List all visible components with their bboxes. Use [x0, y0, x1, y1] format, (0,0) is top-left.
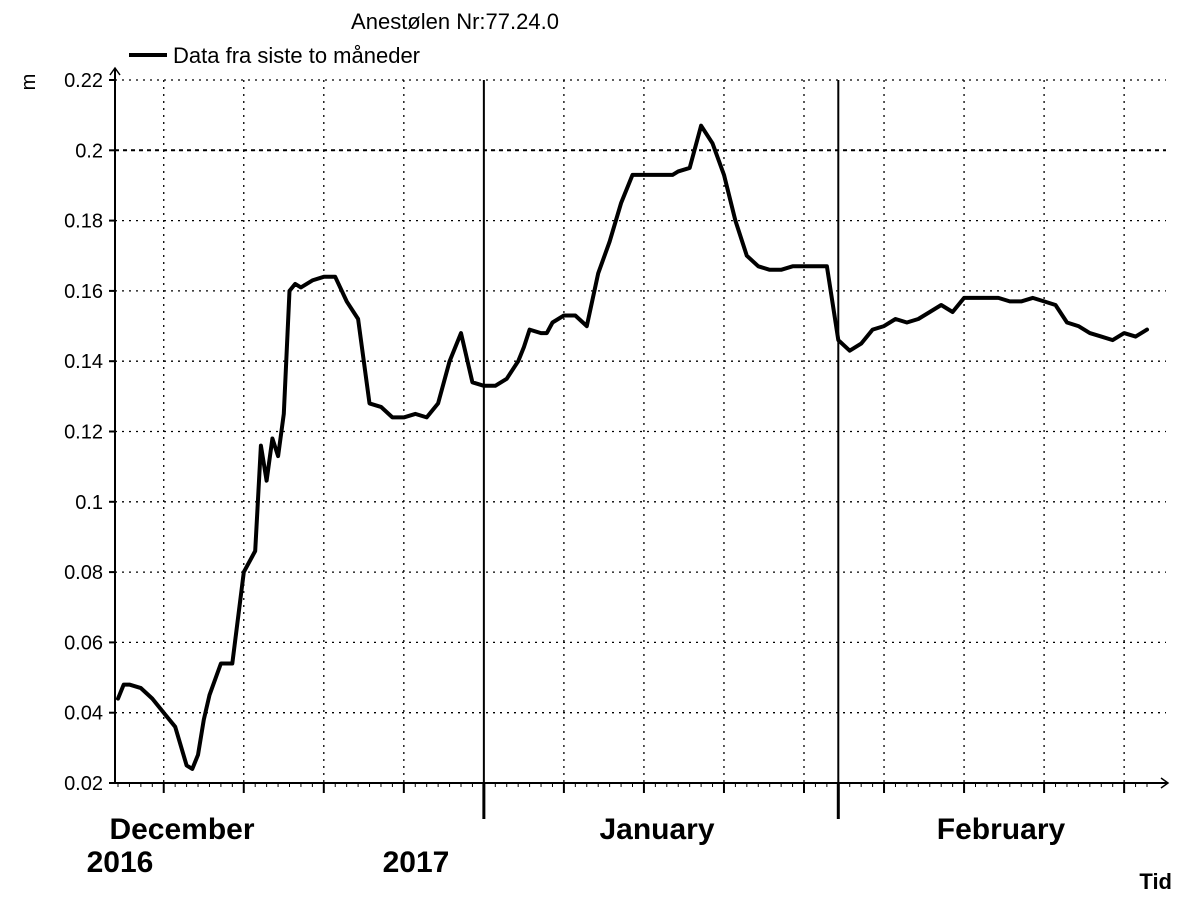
x-axis-arrow: [1160, 777, 1170, 789]
y-ticks: 0.02 0.04 0.06 0.08 0.1 0.12 0.14 0.16 0.18 0.2 0.…: [64, 70, 115, 795]
x-month-label: December: [109, 813, 254, 846]
y-tick-label: 0.06: [64, 632, 103, 654]
y-tick-label: 0.18: [64, 211, 103, 233]
series-layer: [116, 123, 1149, 771]
y-tick-label: 0.16: [64, 281, 103, 303]
y-tick-label: 0.1: [75, 492, 103, 514]
grid-lines: [115, 79, 1166, 783]
legend: Data fra siste to måneder: [129, 43, 420, 68]
x-year-label: 2017: [383, 846, 450, 879]
y-tick-label: 0.02: [64, 773, 103, 795]
x-axis-label: Tid: [1139, 869, 1172, 894]
y-tick-label: 0.12: [64, 422, 103, 444]
x-year-label: 2016: [87, 846, 154, 879]
y-tick-label: 0.14: [64, 351, 103, 373]
x-month-label: January: [599, 813, 714, 846]
x-month-label: February: [937, 813, 1066, 846]
y-tick-label: 0.2: [75, 140, 103, 162]
legend-label: Data fra siste to måneder: [173, 43, 420, 68]
y-tick-label: 0.22: [64, 70, 103, 92]
chart-title: Anestølen Nr:77.24.0: [351, 9, 559, 34]
y-tick-label: 0.04: [64, 703, 103, 725]
axes: [109, 66, 1170, 789]
y-axis-label: m: [18, 74, 40, 91]
y-axis-arrow: [109, 66, 121, 76]
series-line: [116, 123, 1149, 771]
y-tick-label: 0.08: [64, 562, 103, 584]
